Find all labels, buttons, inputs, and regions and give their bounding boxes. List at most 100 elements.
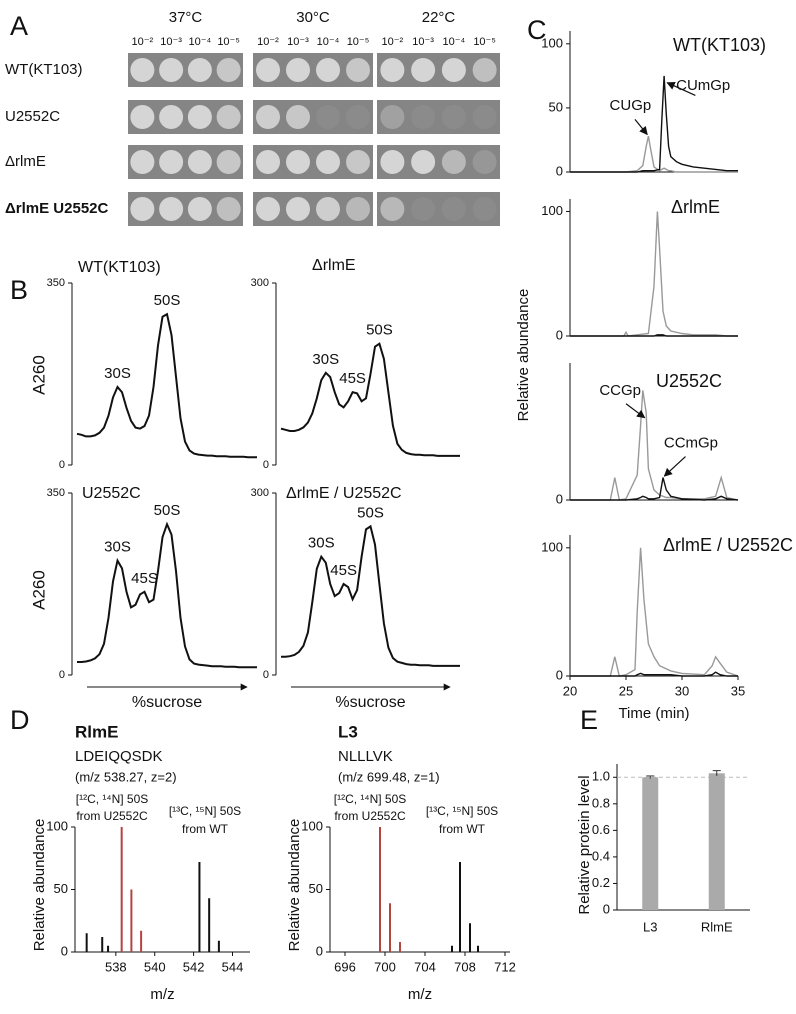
peak-label: 30S bbox=[104, 539, 131, 556]
y-tick-label: 50 bbox=[549, 99, 563, 114]
spot bbox=[187, 197, 212, 221]
y-tick-label: 100 bbox=[541, 539, 563, 554]
bar bbox=[708, 773, 725, 910]
spot bbox=[346, 150, 370, 174]
peak-label: 30S bbox=[308, 535, 335, 552]
spot bbox=[130, 58, 155, 82]
strain-label: U2552C bbox=[5, 108, 60, 125]
spot bbox=[472, 58, 497, 82]
y-tick-label: 0 bbox=[61, 943, 68, 958]
peak-label: 50S bbox=[357, 504, 384, 521]
spot bbox=[216, 58, 241, 82]
chart-title: ΔrlmE / U2552C bbox=[663, 535, 793, 555]
dilution-label: 10⁻⁴ bbox=[188, 36, 211, 48]
peak-label: 50S bbox=[154, 292, 181, 309]
series-label: [¹³C, ¹⁵N] 50S bbox=[169, 804, 241, 818]
spot bbox=[187, 58, 212, 82]
x-tick-label: 696 bbox=[334, 959, 356, 974]
spot bbox=[256, 105, 280, 129]
peak-label: 50S bbox=[154, 502, 181, 519]
spot bbox=[216, 197, 241, 221]
temperature-label: 37°C bbox=[169, 9, 203, 26]
temperature-label: 30°C bbox=[296, 9, 330, 26]
y-axis-label: Relative abundance bbox=[31, 819, 48, 952]
plate-strip bbox=[377, 100, 500, 134]
dilution-label: 10⁻⁵ bbox=[473, 36, 496, 48]
chart-subtitle: NLLLVK bbox=[338, 748, 393, 765]
spot bbox=[216, 150, 241, 174]
spot bbox=[316, 150, 340, 174]
spot bbox=[346, 58, 370, 82]
spot bbox=[441, 197, 466, 221]
series-label: from U2552C bbox=[334, 809, 406, 823]
dilution-label: 10⁻³ bbox=[287, 36, 309, 48]
panel-label: B bbox=[10, 275, 28, 305]
bar bbox=[642, 777, 659, 910]
y-tick-label: 0 bbox=[556, 163, 563, 178]
x-tick-label: 538 bbox=[105, 959, 127, 974]
y-tick-label: 100 bbox=[46, 818, 68, 833]
y-tick-label: 0 bbox=[263, 459, 269, 471]
annotation-arrow bbox=[666, 81, 696, 96]
series-label: [¹²C, ¹⁴N] 50S bbox=[76, 792, 149, 806]
chart-title: WT(KT103) bbox=[78, 259, 161, 276]
x-axis-label: m/z bbox=[150, 986, 174, 1003]
line bbox=[77, 521, 257, 669]
spot bbox=[472, 150, 497, 174]
chart-title: ΔrlmE bbox=[312, 257, 356, 274]
x-tick-label: 542 bbox=[183, 959, 205, 974]
line bbox=[570, 671, 738, 677]
spot bbox=[411, 105, 436, 129]
chart-subtitle: LDEIQQSDK bbox=[75, 748, 163, 765]
line bbox=[570, 75, 738, 173]
peak-label: 45S bbox=[131, 570, 158, 587]
spot bbox=[256, 150, 280, 174]
chart-title: U2552C bbox=[82, 485, 141, 502]
spot bbox=[380, 197, 405, 221]
chart-title: U2552C bbox=[656, 371, 722, 391]
peak-label: 45S bbox=[339, 370, 366, 387]
x-tick-label: L3 bbox=[643, 919, 657, 934]
peak-label: 45S bbox=[330, 562, 357, 579]
spot bbox=[346, 105, 370, 129]
spot bbox=[159, 105, 184, 129]
spot bbox=[411, 150, 436, 174]
x-tick-label: 30 bbox=[675, 683, 689, 698]
x-tick-label: 25 bbox=[619, 683, 633, 698]
y-tick-label: 350 bbox=[47, 487, 65, 499]
x-tick-label: RlmE bbox=[701, 919, 733, 934]
chart-note: (m/z 699.48, z=1) bbox=[338, 769, 440, 784]
chart-title: ΔrlmE bbox=[671, 197, 720, 217]
annotation: CCmGp bbox=[664, 435, 718, 452]
x-tick-label: 708 bbox=[454, 959, 476, 974]
x-axis-label: m/z bbox=[408, 986, 432, 1003]
y-tick-label: 0.8 bbox=[592, 795, 610, 810]
dilution-label: 10⁻⁵ bbox=[347, 36, 370, 48]
y-tick-label: 300 bbox=[251, 277, 269, 289]
chart-title: L3 bbox=[338, 722, 358, 741]
spot bbox=[472, 197, 497, 221]
series-label: from WT bbox=[439, 822, 486, 836]
line bbox=[570, 211, 738, 337]
series-label: from WT bbox=[182, 822, 229, 836]
y-axis-label: A260 bbox=[29, 355, 48, 395]
x-tick-label: 544 bbox=[222, 959, 244, 974]
y-tick-label: 1.0 bbox=[592, 769, 610, 784]
spot bbox=[130, 150, 155, 174]
y-tick-label: 100 bbox=[541, 35, 563, 50]
dilution-label: 10⁻⁴ bbox=[317, 36, 340, 48]
spot bbox=[316, 197, 340, 221]
y-tick-label: 0.4 bbox=[592, 848, 610, 863]
y-axis-label: Relative abundance bbox=[515, 289, 532, 422]
spot bbox=[286, 197, 310, 221]
x-tick-label: 712 bbox=[494, 959, 516, 974]
series-label: from U2552C bbox=[76, 809, 148, 823]
spot bbox=[286, 105, 310, 129]
y-axis-label: A260 bbox=[29, 570, 48, 610]
strain-label: WT(KT103) bbox=[5, 61, 83, 78]
y-tick-label: 0 bbox=[556, 491, 563, 506]
line bbox=[280, 342, 460, 457]
y-axis-label: Relative abundance bbox=[286, 819, 303, 952]
y-tick-label: 50 bbox=[54, 881, 68, 896]
spot bbox=[159, 58, 184, 82]
